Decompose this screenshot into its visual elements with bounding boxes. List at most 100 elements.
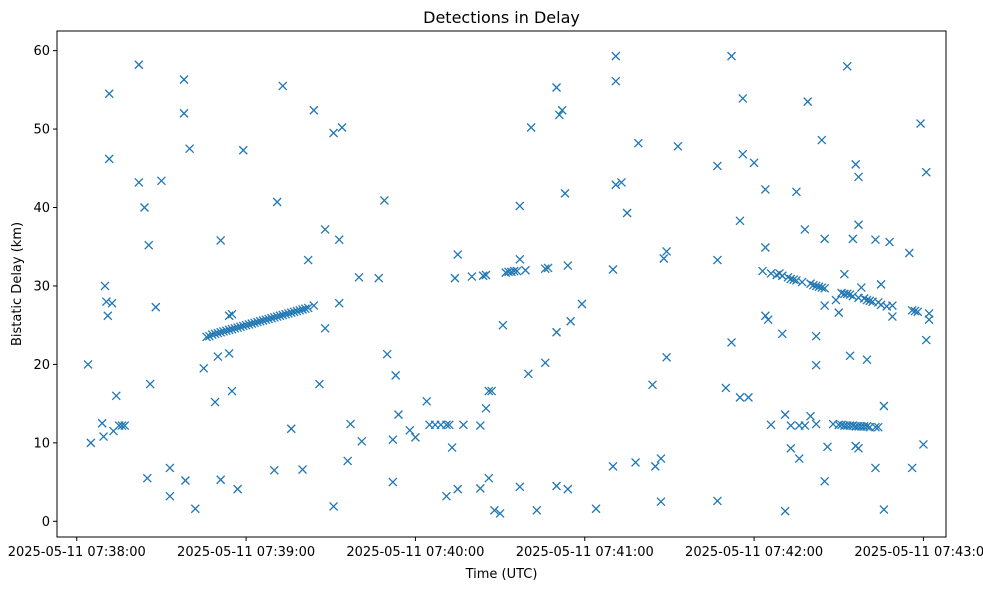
plot-area-frame: [56, 30, 947, 538]
data-point: [611, 76, 621, 86]
data-point: [859, 294, 869, 303]
data-point: [278, 310, 288, 320]
data-point: [230, 323, 240, 333]
data-point: [442, 491, 451, 501]
data-point: [656, 497, 666, 507]
data-point: [111, 391, 121, 401]
data-point: [800, 225, 810, 234]
data-point: [269, 465, 279, 475]
data-point: [656, 454, 666, 464]
data-point: [224, 325, 234, 335]
data-point: [760, 311, 770, 321]
data-point: [235, 322, 245, 332]
data-point: [616, 177, 626, 187]
data-point: [662, 352, 672, 362]
data-point: [300, 304, 310, 314]
data-point: [382, 349, 392, 359]
data-point: [817, 283, 827, 292]
data-point: [199, 363, 209, 373]
data-point: [811, 331, 821, 341]
y-tick-label: 60: [33, 44, 50, 59]
data-point: [264, 314, 274, 324]
data-point: [591, 504, 601, 514]
data-point: [250, 318, 260, 328]
y-tick-label: 40: [33, 201, 50, 216]
x-tick-label: 2025-05-11 07:40:00: [346, 545, 484, 560]
data-points: [83, 51, 934, 518]
data-point: [789, 275, 799, 285]
data-point: [811, 419, 821, 429]
data-point: [523, 369, 533, 379]
data-point: [848, 234, 858, 244]
data-point: [924, 315, 934, 325]
data-point: [286, 308, 296, 318]
data-point: [86, 438, 96, 448]
data-point: [210, 329, 220, 339]
data-point: [467, 272, 477, 282]
data-point: [608, 265, 618, 274]
data-point: [216, 327, 226, 337]
data-point: [309, 301, 319, 311]
data-point: [554, 110, 564, 120]
data-point: [552, 481, 561, 491]
data-point: [673, 141, 683, 151]
data-point: [791, 187, 801, 197]
data-point: [219, 327, 228, 336]
data-point: [487, 386, 497, 396]
data-point: [180, 476, 190, 485]
data-point: [879, 505, 889, 515]
data-point: [484, 386, 494, 396]
data-point: [422, 396, 432, 406]
data-point: [780, 410, 790, 420]
data-point: [854, 443, 863, 453]
data-point: [924, 308, 934, 318]
data-point: [156, 176, 166, 186]
data-point: [334, 235, 344, 245]
data-point: [760, 243, 770, 252]
data-point: [918, 439, 928, 449]
data-point: [876, 300, 886, 310]
data-point: [303, 255, 313, 265]
data-point: [811, 281, 821, 291]
data-point: [766, 268, 776, 278]
data-point: [475, 421, 485, 431]
data-point: [298, 305, 307, 314]
data-point: [611, 180, 621, 190]
data-point: [777, 271, 787, 281]
data-point: [210, 397, 220, 407]
data-point: [907, 305, 917, 315]
data-point: [221, 326, 231, 336]
data-point: [856, 283, 866, 292]
data-point: [823, 442, 832, 452]
data-point: [354, 272, 364, 282]
data-point: [515, 201, 525, 211]
data-point: [450, 273, 460, 283]
data-point: [532, 505, 542, 515]
data-point: [233, 484, 243, 494]
data-point: [329, 128, 339, 138]
data-point: [862, 421, 872, 431]
data-point: [498, 320, 508, 330]
data-point: [910, 306, 920, 316]
y-axis-label: Bistatic Delay (km): [10, 222, 25, 346]
data-point: [145, 379, 155, 389]
data-point: [738, 149, 748, 159]
data-point: [766, 420, 776, 430]
data-point: [269, 312, 279, 322]
data-point: [794, 454, 804, 464]
data-point: [207, 330, 217, 340]
data-point: [845, 351, 855, 361]
data-point: [712, 255, 722, 265]
data-point: [252, 317, 262, 327]
data-point: [388, 477, 398, 487]
data-point: [283, 308, 293, 318]
data-point: [540, 264, 550, 274]
data-point: [309, 105, 319, 115]
data-point: [870, 422, 880, 432]
data-point: [509, 266, 519, 276]
data-point: [622, 208, 632, 218]
data-point: [261, 315, 271, 325]
data-point: [842, 289, 852, 299]
data-point: [478, 271, 488, 281]
